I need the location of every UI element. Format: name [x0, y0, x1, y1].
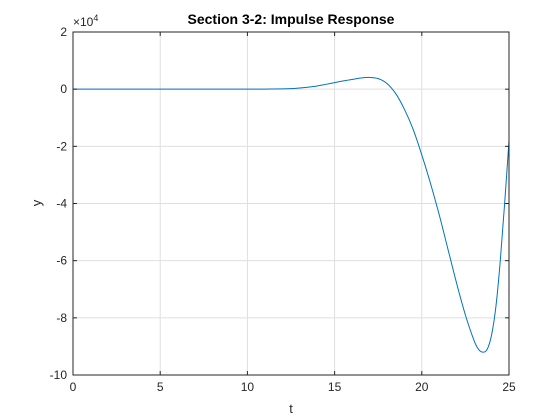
y-tick-label: -10: [50, 368, 68, 382]
y-exponent-power: 4: [93, 13, 98, 23]
y-exponent-label: ×104: [73, 13, 98, 29]
x-tick-label: 5: [157, 380, 164, 394]
x-axis-label: t: [289, 401, 293, 416]
x-tick-label: 0: [70, 380, 77, 394]
chart-title: Section 3-2: Impulse Response: [188, 11, 395, 27]
y-tick-label: -2: [56, 139, 67, 153]
y-tick-label: -8: [56, 311, 67, 325]
x-tick-label: 10: [241, 380, 255, 394]
x-tick-label: 15: [328, 380, 342, 394]
y-axis-ticks: -10 -8 -6 -4 -2 0 2: [50, 25, 509, 382]
y-tick-label: -4: [56, 197, 67, 211]
series-line: [73, 76, 510, 353]
x-axis-ticks: 0 5 10 15 20 25: [70, 32, 516, 394]
x-tick-label: 25: [502, 380, 516, 394]
y-tick-label: 0: [60, 82, 67, 96]
y-tick-label: 2: [60, 25, 67, 39]
y-tick-label: -6: [56, 254, 67, 268]
x-tick-label: 20: [415, 380, 429, 394]
y-exponent-base: ×10: [73, 15, 94, 29]
series-layer: [73, 76, 510, 353]
y-axis-label: y: [29, 199, 44, 206]
